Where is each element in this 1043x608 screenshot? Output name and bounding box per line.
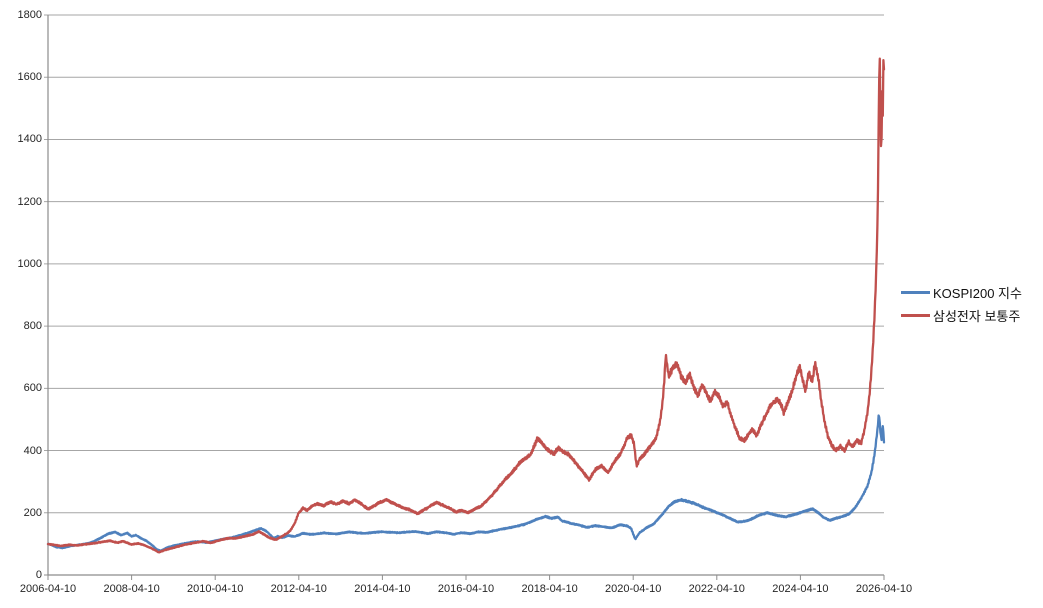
y-tick-label: 800 xyxy=(23,320,42,333)
x-tick-label: 2012-04-10 xyxy=(270,583,327,595)
chart-legend: KOSPI200 지수 삼성전자 보통주 xyxy=(901,281,1022,327)
y-tick-label: 1800 xyxy=(17,9,42,21)
y-tick-label: 600 xyxy=(23,382,42,395)
series-line-kospi200 xyxy=(46,414,886,552)
legend-label-samsung: 삼성전자 보통주 xyxy=(933,309,1021,324)
y-tick-label: 1200 xyxy=(17,195,42,208)
x-tick-label: 2014-04-10 xyxy=(354,583,411,595)
legend-item-samsung: 삼성전자 보통주 xyxy=(901,304,1022,327)
x-tick-label: 2006-04-10 xyxy=(19,583,77,595)
x-tick-label: 2022-04-10 xyxy=(688,583,745,595)
y-tick-label: 0 xyxy=(35,569,42,581)
y-tick-label: 1400 xyxy=(17,133,42,146)
y-tick-label: 400 xyxy=(23,444,42,457)
x-tick-label: 2016-04-10 xyxy=(437,583,495,595)
x-tick-label: 2008-04-10 xyxy=(103,583,160,595)
legend-item-kospi200: KOSPI200 지수 xyxy=(901,281,1022,304)
x-tick-label: 2010-04-10 xyxy=(187,583,244,595)
y-tick-label: 1000 xyxy=(17,257,42,270)
x-tick-label: 2018-04-10 xyxy=(521,583,578,595)
x-tick-label: 2020-04-10 xyxy=(605,583,662,595)
x-tick-label: 2026-04-10 xyxy=(855,583,913,595)
legend-line-swatch-red xyxy=(901,314,930,317)
legend-line-swatch-blue xyxy=(901,291,930,294)
y-tick-label: 1600 xyxy=(17,71,42,84)
series-line-samsung xyxy=(46,57,886,554)
y-tick-label: 200 xyxy=(23,506,42,519)
x-tick-label: 2024-04-10 xyxy=(772,583,829,595)
legend-label-kospi200: KOSPI200 지수 xyxy=(933,286,1022,301)
